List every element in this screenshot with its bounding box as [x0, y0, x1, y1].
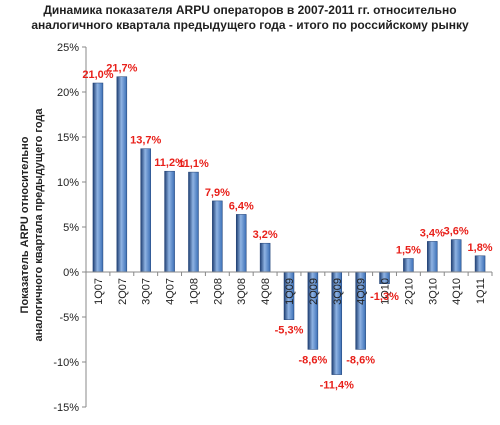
bar-1Q11 [474, 255, 486, 273]
x-tick-label-3Q10: 3Q10 [427, 278, 439, 305]
x-tick-label-1Q10: 1Q10 [380, 278, 392, 305]
x-tick-label-4Q08: 4Q08 [260, 278, 272, 305]
x-tick-label-4Q07: 4Q07 [165, 278, 177, 305]
bar-1Q07 [92, 82, 104, 273]
y-axis-ticks: 25% 20% 15% 10% 5% 0% -5% -10% -15% [53, 42, 86, 414]
data-label-4Q08: 3,2% [253, 229, 278, 241]
bar-2Q10 [403, 258, 414, 273]
y-axis-label: Показатель ARPU относительно аналогичног… [19, 108, 45, 342]
y-tick-label: 25% [57, 42, 79, 54]
x-tick-label-3Q07: 3Q07 [141, 278, 153, 305]
data-label-3Q10: 3,4% [420, 227, 445, 239]
y-axis-label-line-1: Показатель ARPU относительно [19, 136, 31, 313]
x-tick-label-1Q08: 1Q08 [188, 278, 200, 305]
data-label-3Q07: 13,7% [130, 135, 161, 147]
bar-3Q08 [235, 214, 247, 273]
data-label-2Q08: 7,9% [205, 187, 230, 199]
x-tick-label-4Q09: 4Q09 [356, 278, 368, 305]
x-axis-ticks: 1Q07 2Q07 3Q07 4Q07 1Q08 2Q08 3Q08 4Q08 1Q09 2Q09… [93, 278, 487, 305]
y-tick-label: 10% [57, 177, 79, 189]
chart-title-line-1: Динамика показателя ARPU операторов в 20… [43, 3, 457, 17]
bar-2Q07 [116, 76, 128, 273]
x-tick-label-1Q07: 1Q07 [93, 278, 105, 305]
x-tick-label-3Q09: 3Q09 [332, 278, 344, 305]
x-tick-label-2Q07: 2Q07 [117, 278, 129, 305]
x-tick-label-2Q08: 2Q08 [212, 278, 224, 305]
y-tick-label: -10% [53, 357, 79, 369]
x-tick-label-1Q09: 1Q09 [284, 278, 296, 305]
bar-3Q10 [427, 241, 438, 273]
x-tick-label-3Q08: 3Q08 [236, 278, 248, 305]
bar-4Q07 [164, 170, 175, 273]
data-label-3Q09: -11,4% [320, 380, 354, 392]
bar-4Q08 [259, 242, 271, 273]
data-labels: 21,0%21,7% 13,7% 11,2%11,1% 7,9%6,4% 3,2% -5,… [82, 63, 492, 392]
data-label-1Q10: -1,3% [370, 291, 399, 303]
data-label-3Q08: 6,4% [229, 200, 254, 212]
bar-1Q08 [188, 171, 199, 273]
data-label-1Q11: 1,8% [468, 242, 493, 254]
y-tick-label: 20% [57, 87, 79, 99]
y-tick-label: 0% [63, 267, 79, 279]
x-tick-label-2Q10: 2Q10 [403, 278, 415, 305]
x-tick-label-4Q10: 4Q10 [451, 278, 463, 305]
y-tick-label: 15% [57, 132, 79, 144]
data-label-4Q10: 3,6% [444, 226, 469, 238]
data-label-2Q10: 1,5% [396, 245, 421, 257]
y-tick-label: 5% [63, 222, 79, 234]
chart-title: Динамика показателя ARPU операторов в 20… [0, 3, 500, 33]
data-label-1Q08: 11,1% [178, 158, 209, 170]
data-label-1Q09: -5,3% [275, 325, 304, 337]
data-label-4Q07: 11,2% [154, 157, 185, 169]
y-tick-label: -15% [53, 402, 79, 414]
data-label-2Q09: -8,6% [299, 354, 328, 366]
bar-4Q10 [450, 239, 462, 273]
x-tick-label-1Q11: 1Q11 [475, 278, 487, 304]
data-label-4Q09: -8,6% [346, 354, 375, 366]
data-label-2Q07: 21,7% [106, 63, 137, 75]
bar-2Q08 [212, 200, 223, 273]
x-tick-label-2Q09: 2Q09 [308, 278, 320, 305]
chart-title-line-2: аналогичного квартала предыдущего года -… [31, 18, 469, 32]
bar-3Q07 [140, 148, 151, 273]
y-axis-label-line-2: аналогичного квартала предыдущего года [33, 108, 45, 342]
axes [85, 47, 493, 407]
data-label-1Q07: 21,0% [82, 69, 113, 81]
y-tick-label: -5% [59, 312, 79, 324]
